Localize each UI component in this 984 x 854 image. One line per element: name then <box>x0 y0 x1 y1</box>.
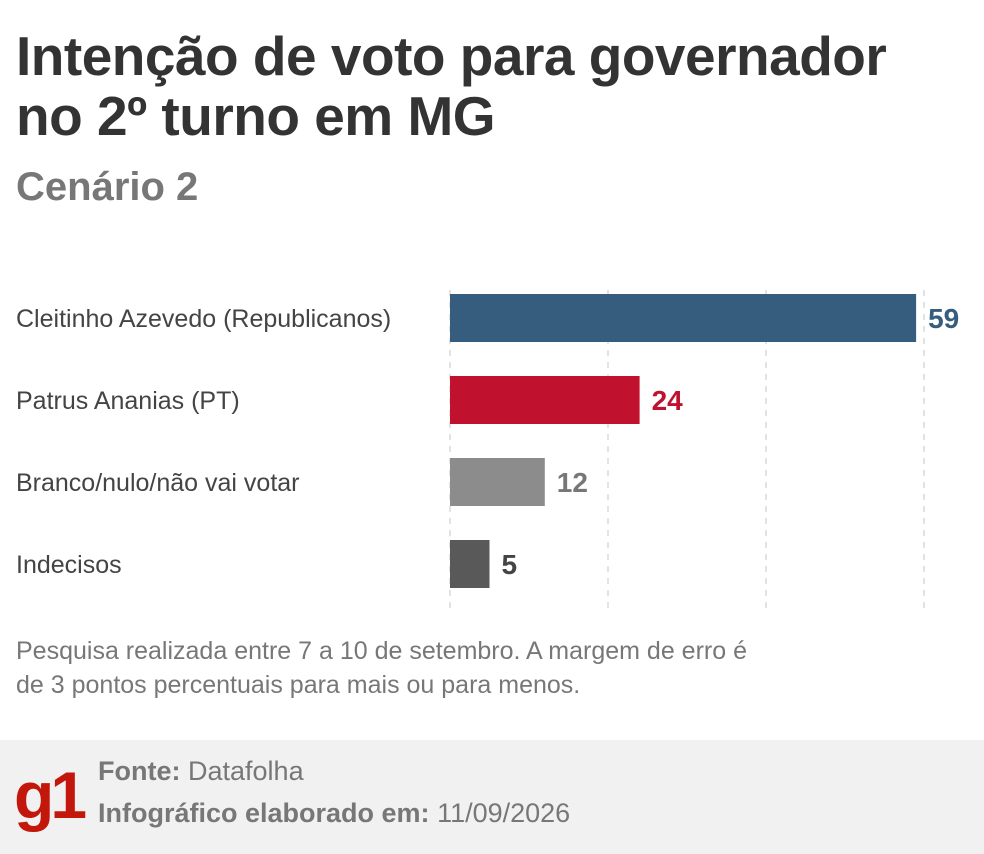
bar <box>450 376 640 424</box>
category-label: Patrus Ananias (PT) <box>16 387 240 415</box>
value-label: 24 <box>652 385 684 416</box>
category-label: Branco/nulo/não vai votar <box>16 469 300 497</box>
value-label: 12 <box>557 467 588 498</box>
methodology-note: Pesquisa realizada entre 7 a 10 de setem… <box>16 637 747 699</box>
bar <box>450 294 917 342</box>
chart-title: Intenção de voto para governador no 2º t… <box>16 25 887 147</box>
footer: g1 Fonte: Datafolha Infográfico elaborad… <box>0 740 984 854</box>
source-value: Datafolha <box>188 756 304 786</box>
chart-subtitle: Cenário 2 <box>16 165 199 209</box>
value-label: 5 <box>502 549 518 580</box>
category-label: Indecisos <box>16 551 122 579</box>
g1-logo-text: g1 <box>14 758 85 832</box>
source-line: Fonte: Datafolha <box>98 756 304 787</box>
bar-chart: Cleitinho Azevedo (Republicanos) 59 Patrus… <box>16 290 959 610</box>
bar <box>450 540 490 588</box>
date-label: Infográfico elaborado em: <box>98 798 430 828</box>
g1-logo: g1 <box>14 758 89 832</box>
bar <box>450 458 545 506</box>
date-value: 11/09/2026 <box>437 798 571 828</box>
value-label: 59 <box>928 303 959 334</box>
source-label: Fonte: <box>98 756 181 786</box>
date-line: Infográfico elaborado em: 11/09/2026 <box>98 798 570 829</box>
category-label: Cleitinho Azevedo (Republicanos) <box>16 305 391 333</box>
